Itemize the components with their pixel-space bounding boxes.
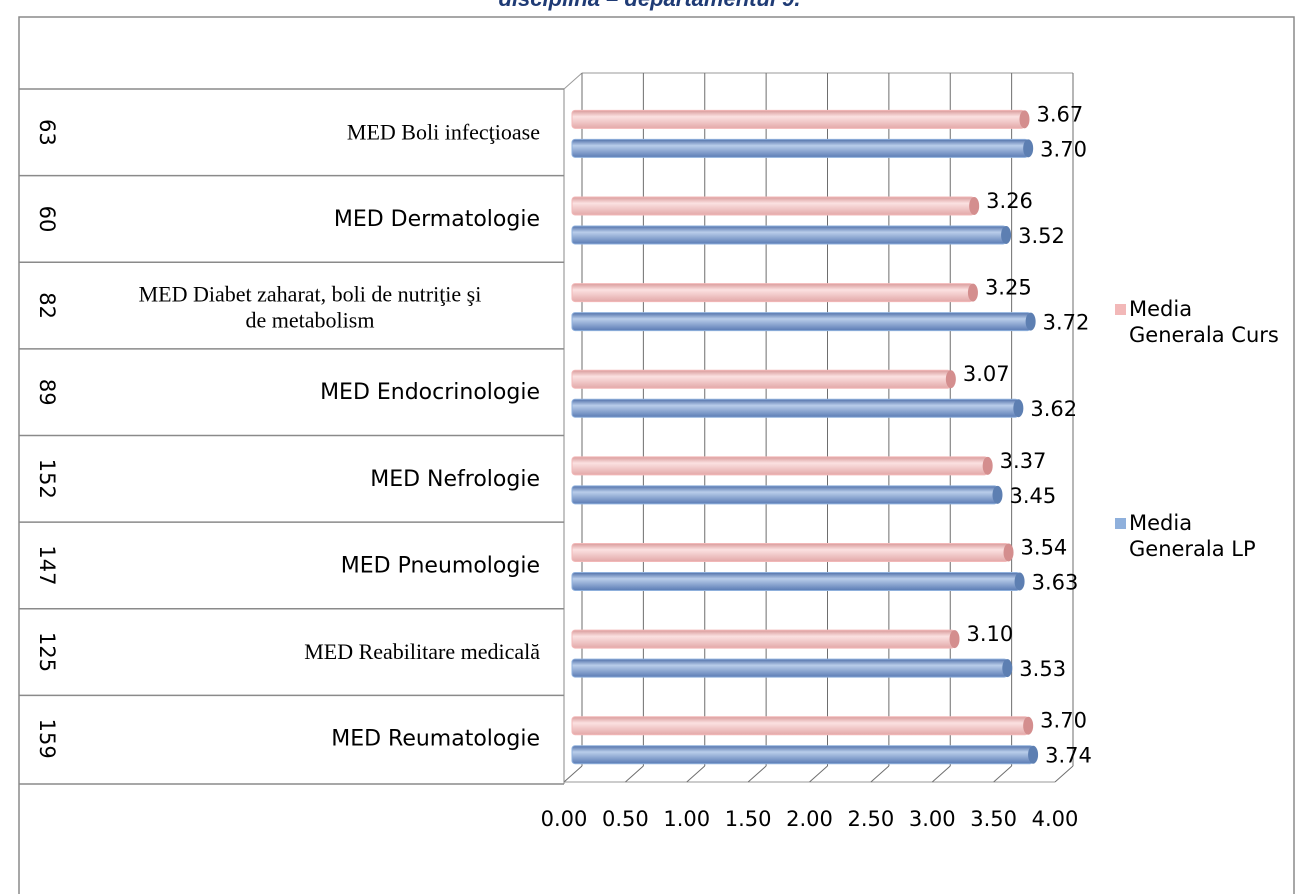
- bar-lp: [571, 745, 1034, 765]
- bar-cap: [1013, 399, 1024, 418]
- bar-cap: [1014, 572, 1025, 591]
- gridline-floor: [931, 765, 951, 783]
- bar-value-label: 3.67: [1036, 102, 1083, 126]
- category-count: 89: [35, 379, 59, 406]
- gridline-floor: [563, 765, 583, 783]
- gridline-floor: [686, 765, 706, 783]
- category-label-line: de metabolism: [246, 308, 375, 333]
- bar-cap: [1023, 716, 1034, 735]
- bar-curs: [571, 196, 975, 216]
- chart-title: disciplină – departamentul 9.: [0, 0, 1299, 18]
- x-tick-label: 0.00: [541, 807, 588, 831]
- category-label: MED Pneumologie: [341, 553, 540, 578]
- bar-cap: [1003, 543, 1014, 562]
- bar-value-label: 3.54: [1021, 535, 1068, 559]
- bar-cap: [1019, 110, 1030, 129]
- bar-lp: [571, 225, 1007, 245]
- bar-curs: [571, 629, 956, 649]
- category-label: MED Reabilitare medicală: [304, 639, 540, 664]
- category-count: 82: [35, 292, 59, 319]
- gridline-floor: [1054, 765, 1074, 783]
- bar-value-label: 3.25: [985, 276, 1032, 300]
- legend-label: Media: [1129, 511, 1192, 535]
- bar-cap: [969, 196, 980, 215]
- gridline-floor: [747, 765, 767, 783]
- x-tick-label: 3.50: [970, 807, 1017, 831]
- bar-value-label: 3.63: [1032, 570, 1079, 594]
- bar-cap: [992, 485, 1003, 504]
- gridline-floor: [993, 765, 1012, 783]
- bar-lp: [571, 138, 1029, 158]
- x-tick-label: 4.00: [1032, 807, 1079, 831]
- category-label-line: MED Diabet zaharat, boli de nutriţie şi: [139, 282, 482, 307]
- bar-cap: [1028, 745, 1039, 764]
- bar-cap: [1001, 225, 1012, 244]
- x-tick-label: 1.50: [725, 807, 772, 831]
- chart-frame: [18, 16, 1295, 894]
- bar-curs: [571, 369, 952, 389]
- category-label: MED Nefrologie: [370, 467, 540, 492]
- bar-value-label: 3.10: [967, 622, 1014, 646]
- bar-curs: [571, 456, 989, 476]
- bar-value-label: 3.74: [1045, 744, 1092, 768]
- bar-cap: [949, 630, 960, 649]
- bar-lp: [571, 485, 998, 505]
- bar-value-label: 3.07: [963, 362, 1010, 386]
- legend-label: Generala Curs: [1129, 323, 1279, 347]
- gridline-floor: [625, 765, 644, 783]
- x-tick-label: 0.50: [602, 807, 649, 831]
- bar-value-label: 3.62: [1030, 397, 1077, 421]
- gridline-floor: [809, 765, 828, 783]
- category-label: MED Reumatologie: [331, 727, 540, 752]
- x-tick-label: 3.00: [909, 807, 956, 831]
- bar-cap: [967, 283, 978, 302]
- category-label: MED Endocrinologie: [320, 380, 540, 405]
- x-tick-label: 2.50: [847, 807, 894, 831]
- category-label: MED Boli infecţioase: [347, 119, 540, 144]
- legend-swatch: [1115, 304, 1126, 315]
- bar-curs: [571, 542, 1010, 562]
- bar-value-label: 3.26: [986, 189, 1033, 213]
- category-count: 63: [35, 119, 59, 146]
- gridline-floor: [870, 765, 890, 783]
- bar-curs: [571, 716, 1029, 736]
- x-tick-label: 1.00: [663, 807, 710, 831]
- bar-lp: [571, 571, 1021, 591]
- category-count: 152: [35, 459, 59, 499]
- category-count: 125: [35, 632, 59, 672]
- bar-curs: [571, 109, 1025, 129]
- x-tick-label: 2.00: [786, 807, 833, 831]
- bar-value-label: 3.53: [1019, 657, 1066, 681]
- bar-lp: [571, 398, 1019, 418]
- category-count: 60: [35, 206, 59, 233]
- bar-cap: [982, 456, 993, 475]
- bar-cap: [1023, 139, 1034, 158]
- category-count: 159: [35, 719, 59, 759]
- bar-lp: [571, 312, 1032, 332]
- bar-lp: [571, 658, 1008, 678]
- bar-cap: [1025, 312, 1036, 331]
- bar-value-label: 3.52: [1018, 224, 1065, 248]
- legend-label: Generala LP: [1129, 537, 1256, 561]
- bar-cap: [945, 370, 956, 389]
- category-label: MED Dermatologie: [334, 207, 540, 232]
- bar-value-label: 3.37: [1000, 449, 1047, 473]
- bar-cap: [1002, 659, 1013, 678]
- bar-value-label: 3.70: [1040, 709, 1087, 733]
- bar-value-label: 3.45: [1009, 484, 1056, 508]
- category-count: 147: [35, 545, 59, 585]
- bar-value-label: 3.72: [1043, 311, 1090, 335]
- legend-swatch: [1115, 518, 1126, 529]
- legend-label: Media: [1129, 297, 1192, 321]
- bar-value-label: 3.70: [1040, 137, 1087, 161]
- depth-edge: [563, 72, 583, 90]
- bar-curs: [571, 283, 974, 303]
